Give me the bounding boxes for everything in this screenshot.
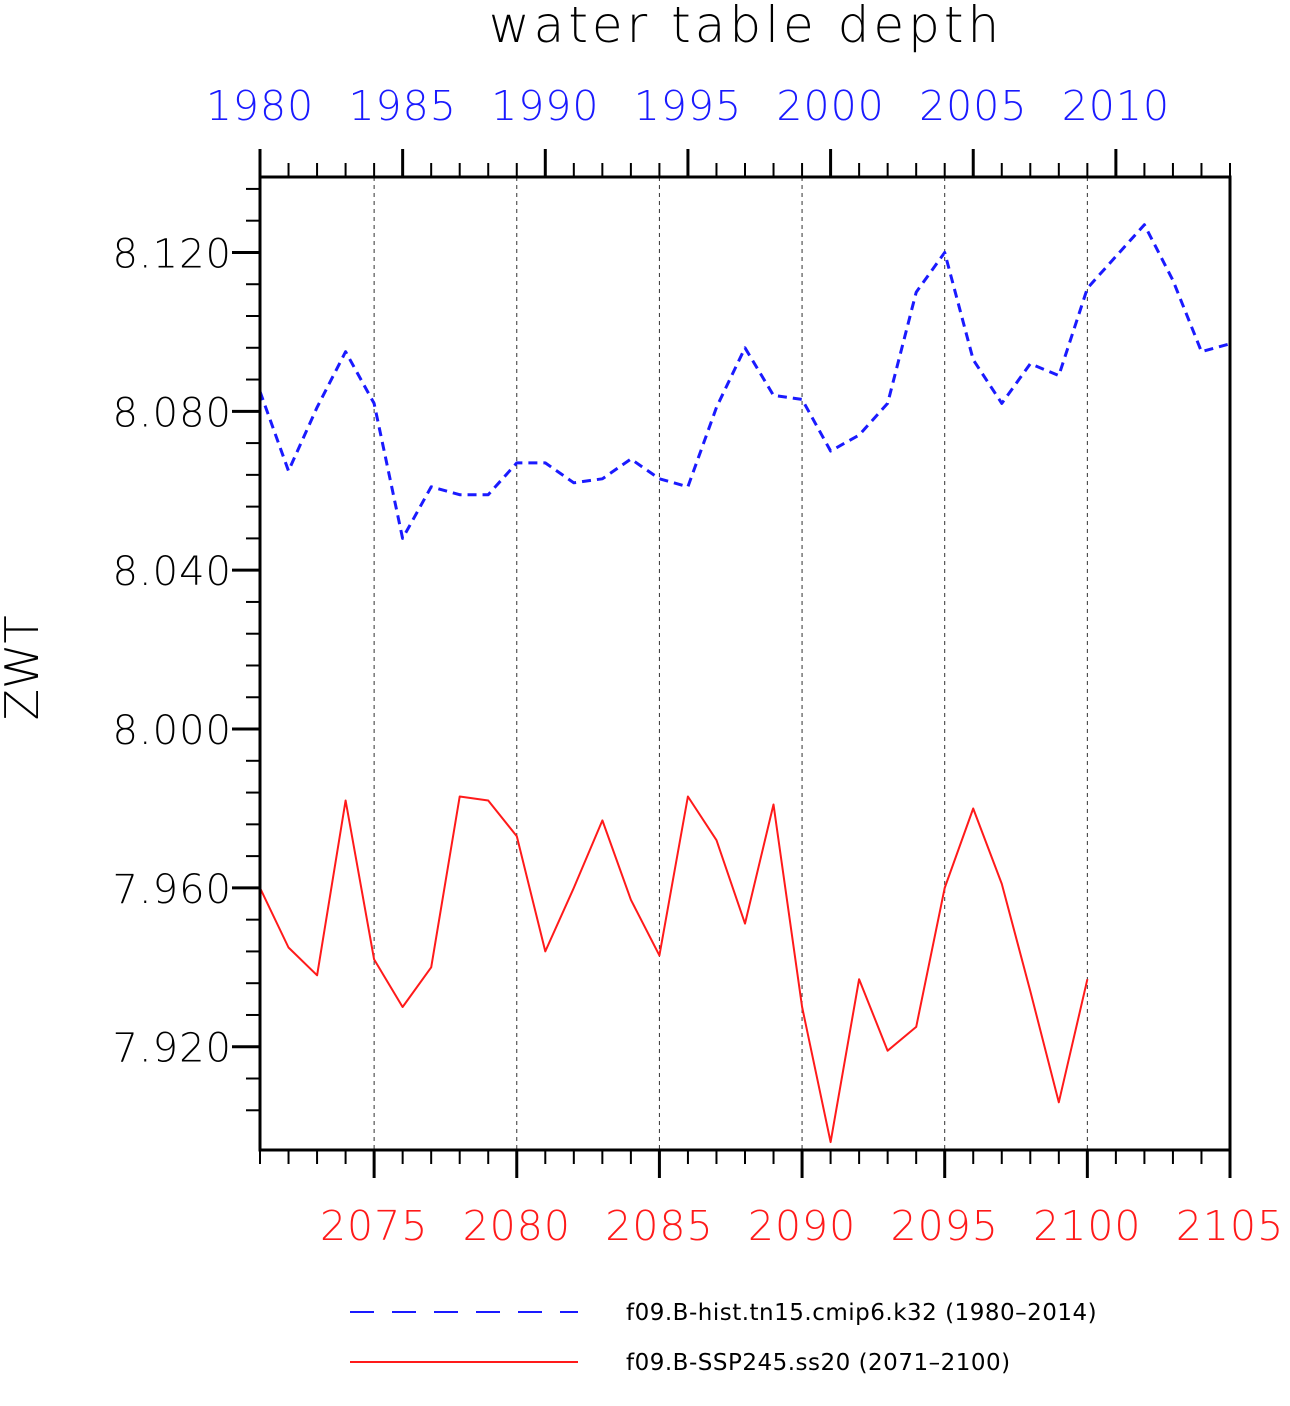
- y-tick-label: 8.000: [112, 708, 232, 754]
- top-x-tick-label: 1995: [634, 82, 742, 130]
- top-x-tick-label: 2010: [1062, 82, 1170, 130]
- chart-title: water table depth: [489, 0, 1003, 54]
- top-x-tick-label: 2005: [919, 82, 1027, 130]
- bottom-x-tick-label: 2105: [1176, 1202, 1284, 1250]
- top-x-tick-label: 1980: [206, 82, 314, 130]
- y-tick-label: 8.040: [112, 549, 232, 595]
- grid-lines: [373, 177, 1088, 1150]
- ssp245-series-line: [259, 795, 1089, 1144]
- legend-label: f09.B-hist.tn15.cmip6.k32 (1980–2014): [626, 1300, 1097, 1326]
- bottom-x-tick-label: 2075: [320, 1202, 428, 1250]
- plot-frame: [258, 175, 1232, 1152]
- y-tick-label: 8.080: [112, 390, 232, 436]
- legend: f09.B-hist.tn15.cmip6.k32 (1980–2014) f09…: [350, 1300, 1097, 1376]
- legend-label: f09.B-SSP245.ss20 (2071–2100): [626, 1350, 1011, 1376]
- top-x-tick-label: 1985: [348, 82, 456, 130]
- series-group: [258, 223, 1231, 1144]
- top-x-tick-label: 2000: [776, 82, 884, 130]
- axis-ticks: [232, 149, 1232, 1178]
- y-tick-label: 7.960: [112, 867, 232, 913]
- top-x-tick-label: 1990: [491, 82, 599, 130]
- y-axis-label: ZWT: [0, 615, 49, 720]
- bottom-x-tick-label: 2090: [748, 1202, 856, 1250]
- bottom-x-tick-label: 2080: [463, 1202, 571, 1250]
- bottom-x-tick-label: 2085: [605, 1202, 713, 1250]
- bottom-x-tick-label: 2095: [891, 1202, 999, 1250]
- hist-series-line: [258, 223, 1231, 540]
- tick-labels: 8.120 8.080 8.040 8.000 7.960 7.920 1980 1985 19…: [112, 82, 1284, 1250]
- y-tick-label: 8.120: [112, 231, 232, 277]
- bottom-x-tick-label: 2100: [1033, 1202, 1141, 1250]
- y-tick-label: 7.920: [112, 1026, 232, 1072]
